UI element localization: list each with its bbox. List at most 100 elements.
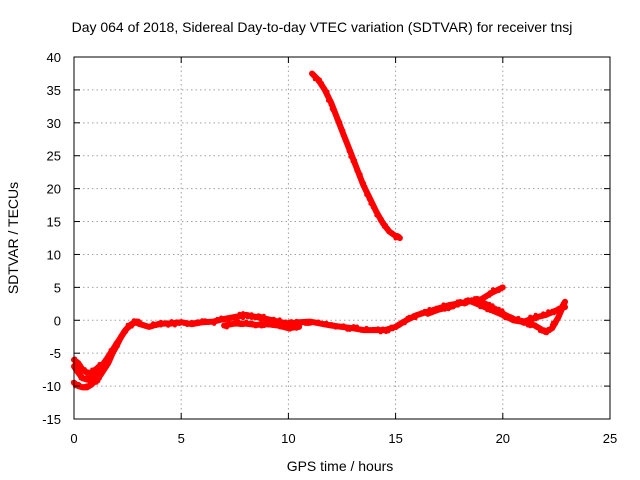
data-point: [372, 205, 377, 210]
data-point: [310, 319, 315, 324]
data-point: [72, 362, 77, 367]
data-point: [343, 324, 348, 329]
data-point: [166, 323, 171, 328]
y-tick-label: 30: [47, 116, 61, 131]
data-point: [542, 327, 547, 332]
data-point: [402, 321, 407, 326]
data-point: [179, 319, 184, 324]
x-tick-label: 20: [496, 431, 510, 446]
data-point: [223, 318, 228, 323]
data-point: [481, 295, 486, 300]
y-axis-label: SDTVAR / TECUs: [5, 182, 21, 294]
y-tick-label: 15: [47, 215, 61, 230]
data-point: [347, 327, 352, 332]
tnsj-upper-arc: [309, 70, 403, 241]
data-point: [258, 313, 263, 318]
data-point: [262, 324, 266, 329]
data-point: [376, 326, 381, 331]
data-point: [185, 323, 190, 327]
data-point: [280, 320, 285, 325]
data-point: [340, 133, 345, 138]
data-point: [337, 123, 342, 127]
x-axis-label: GPS time / hours: [287, 458, 394, 474]
data-point: [554, 321, 559, 326]
data-point: [554, 309, 559, 314]
data-point: [442, 307, 447, 312]
data-point: [544, 331, 549, 336]
data-point: [419, 310, 424, 315]
data-point: [370, 202, 375, 207]
data-point: [312, 74, 317, 79]
x-tick-label: 10: [281, 431, 295, 446]
data-point: [390, 327, 395, 332]
data-point: [241, 311, 246, 316]
tnsj-main-2: [221, 319, 303, 332]
data-point: [86, 379, 91, 383]
data-point: [142, 324, 147, 329]
data-point: [561, 300, 566, 305]
plot-frame: [73, 56, 611, 420]
data-point: [364, 325, 369, 330]
data-point: [550, 320, 555, 325]
series-band: [309, 70, 403, 241]
data-point: [466, 297, 471, 302]
data-point: [236, 319, 241, 324]
data-point: [334, 113, 339, 118]
data-point: [333, 325, 338, 330]
data-point: [341, 128, 346, 133]
data-point: [264, 316, 268, 320]
data-point: [97, 364, 102, 369]
data-point: [364, 189, 369, 194]
y-tick-label: 5: [54, 280, 61, 295]
data-point: [502, 311, 507, 316]
x-tick-label: 5: [178, 431, 185, 446]
data-point: [99, 367, 104, 372]
axis-ticks: 0 5 10 15 20 25 -15 -10 -5 0 5 10 15 20 25 30 35 40: [42, 50, 617, 446]
tnsj-arc-c: [71, 361, 107, 383]
data-point: [219, 315, 224, 320]
data-point: [74, 368, 79, 373]
data-point: [533, 317, 538, 322]
data-point: [547, 329, 552, 333]
data-point: [85, 384, 89, 389]
grid: [74, 57, 610, 419]
data-point: [469, 298, 474, 303]
data-point: [86, 375, 91, 380]
data-point: [283, 323, 288, 328]
data-point: [378, 330, 383, 335]
data-point: [490, 287, 495, 292]
data-point: [441, 304, 446, 309]
data-point: [556, 315, 561, 320]
data-point: [474, 300, 479, 305]
data-point: [277, 317, 282, 322]
data-point: [112, 348, 117, 352]
data-point: [249, 316, 254, 320]
data-point: [244, 319, 249, 324]
y-tick-label: 35: [47, 83, 61, 98]
data-point: [355, 168, 360, 173]
y-tick-label: 40: [47, 50, 61, 65]
data-point: [390, 232, 395, 237]
data-point: [345, 142, 349, 147]
data-point: [490, 303, 495, 308]
data-point: [363, 186, 368, 191]
y-tick-label: -10: [42, 379, 61, 394]
data-point: [358, 173, 363, 178]
data-point: [294, 326, 299, 331]
data-point: [91, 375, 96, 380]
data-point: [367, 328, 372, 333]
y-tick-label: 25: [47, 149, 61, 164]
data-point: [516, 315, 521, 320]
data-layer: [70, 70, 568, 391]
data-point: [493, 306, 498, 311]
data-point: [97, 376, 102, 381]
data-point: [164, 320, 169, 325]
data-point: [241, 316, 246, 321]
data-point: [268, 321, 273, 326]
data-point: [409, 316, 414, 321]
data-point: [78, 371, 83, 376]
data-point: [328, 98, 333, 103]
data-point: [528, 314, 533, 319]
data-point: [325, 89, 330, 94]
